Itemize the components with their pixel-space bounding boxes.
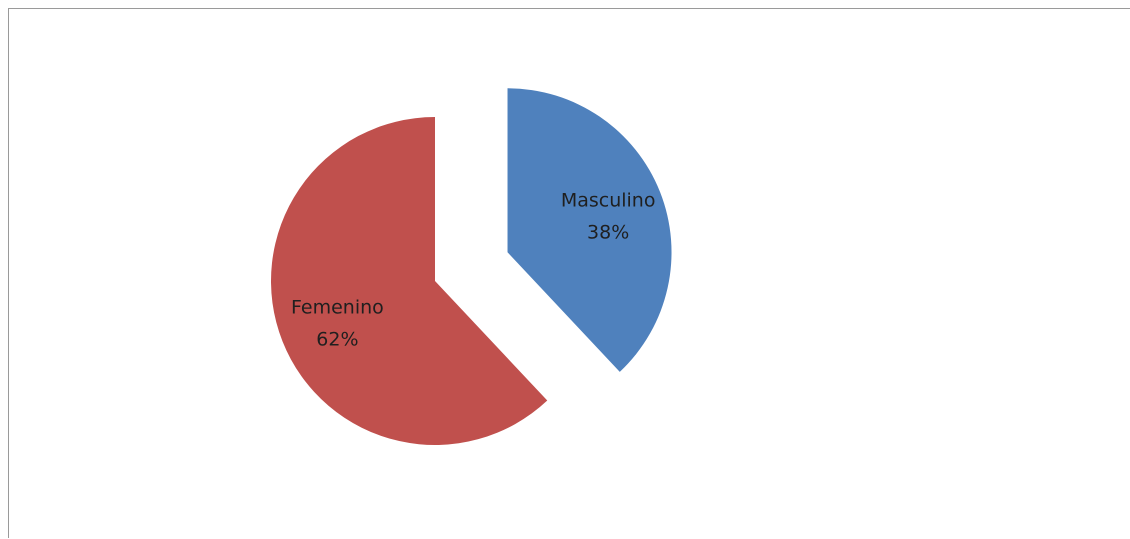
slice-value-masculino: 38% (587, 221, 629, 243)
chart-area: Masculino 38% Femenino 62% (8, 8, 1130, 538)
slice-value-femenino: 62% (316, 329, 358, 351)
pie-labels: Masculino 38% Femenino 62% (291, 189, 655, 350)
pie-slice-femenino (271, 117, 548, 446)
pie-slice-masculino (507, 88, 672, 372)
slice-label-masculino: Masculino (561, 189, 656, 211)
pie-chart: Masculino 38% Femenino 62% (271, 88, 672, 446)
slice-label-femenino: Femenino (291, 297, 384, 319)
pie-slices (271, 88, 672, 446)
